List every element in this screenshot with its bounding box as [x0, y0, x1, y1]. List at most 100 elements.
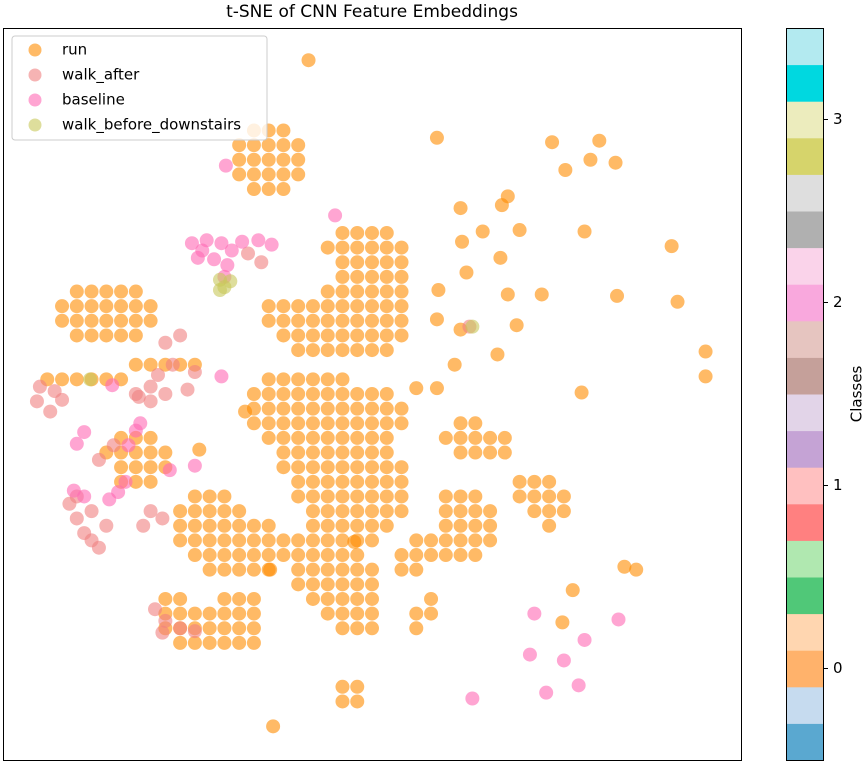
point — [106, 438, 121, 453]
point — [424, 533, 439, 548]
point — [261, 518, 276, 533]
point — [545, 135, 560, 150]
point — [335, 474, 350, 489]
point — [350, 343, 365, 358]
point — [305, 577, 320, 592]
point — [335, 694, 350, 709]
point — [335, 387, 350, 401]
point — [202, 533, 217, 548]
point — [335, 591, 350, 606]
point — [394, 562, 409, 577]
legend-label: run — [62, 41, 87, 59]
point — [320, 445, 335, 460]
point — [350, 445, 365, 460]
point — [291, 343, 306, 358]
point — [202, 548, 217, 563]
point — [217, 562, 232, 577]
point — [350, 621, 365, 636]
point — [187, 533, 202, 548]
point — [379, 343, 394, 358]
point — [214, 369, 229, 384]
point — [335, 372, 350, 387]
point — [320, 548, 335, 563]
point — [555, 615, 570, 630]
point — [305, 401, 320, 416]
point — [379, 387, 394, 401]
point — [320, 240, 335, 255]
point — [468, 489, 483, 504]
point — [335, 621, 350, 636]
point — [453, 489, 468, 504]
point — [232, 606, 247, 621]
point — [409, 548, 424, 563]
point — [335, 284, 350, 299]
point — [173, 635, 188, 650]
colorbar-tick-label: 1 — [833, 476, 843, 494]
point — [459, 265, 474, 280]
point — [305, 460, 320, 475]
legend-label: walk_after — [62, 66, 140, 85]
point — [143, 313, 158, 328]
point — [320, 533, 335, 548]
colorbar-segment — [786, 247, 823, 285]
point — [438, 430, 453, 445]
point — [136, 518, 151, 533]
point — [527, 504, 542, 519]
point — [246, 562, 261, 577]
point — [320, 474, 335, 489]
colorbar-segment — [786, 723, 823, 761]
point — [202, 606, 217, 621]
point — [276, 430, 291, 445]
point — [276, 313, 291, 328]
point — [69, 299, 84, 314]
point — [592, 133, 607, 148]
point — [276, 460, 291, 475]
point — [84, 328, 99, 343]
point — [261, 533, 276, 548]
colorbar-segment — [786, 137, 823, 175]
point — [350, 504, 365, 519]
point — [158, 613, 173, 628]
point — [291, 313, 306, 328]
point — [365, 299, 379, 314]
point — [453, 504, 468, 519]
point — [365, 518, 379, 533]
point — [276, 401, 291, 416]
point — [379, 269, 394, 284]
point — [335, 679, 350, 694]
point — [158, 335, 173, 350]
point — [217, 489, 232, 504]
legend-marker — [28, 68, 42, 82]
point — [305, 372, 320, 387]
point — [238, 404, 253, 419]
point — [180, 382, 195, 397]
point — [379, 225, 394, 240]
point — [305, 489, 320, 504]
point — [276, 138, 291, 153]
point — [291, 474, 306, 489]
colorbar-segment — [786, 320, 823, 358]
point — [69, 313, 84, 328]
point — [263, 562, 278, 577]
point — [558, 163, 573, 178]
point — [114, 299, 129, 314]
legend-marker — [28, 93, 42, 107]
point — [335, 577, 350, 592]
point — [187, 504, 202, 519]
colorbar-segment — [786, 211, 823, 249]
point — [335, 416, 350, 431]
point — [143, 445, 158, 460]
point — [320, 328, 335, 343]
colorbar-tick-label: 2 — [833, 293, 843, 311]
point — [99, 284, 114, 299]
point — [173, 328, 188, 343]
point — [246, 182, 261, 197]
point — [365, 577, 379, 592]
point — [162, 463, 177, 478]
point — [335, 460, 350, 475]
point — [379, 299, 394, 314]
point — [155, 511, 170, 526]
point — [155, 625, 170, 640]
point — [291, 430, 306, 445]
point — [574, 385, 589, 400]
